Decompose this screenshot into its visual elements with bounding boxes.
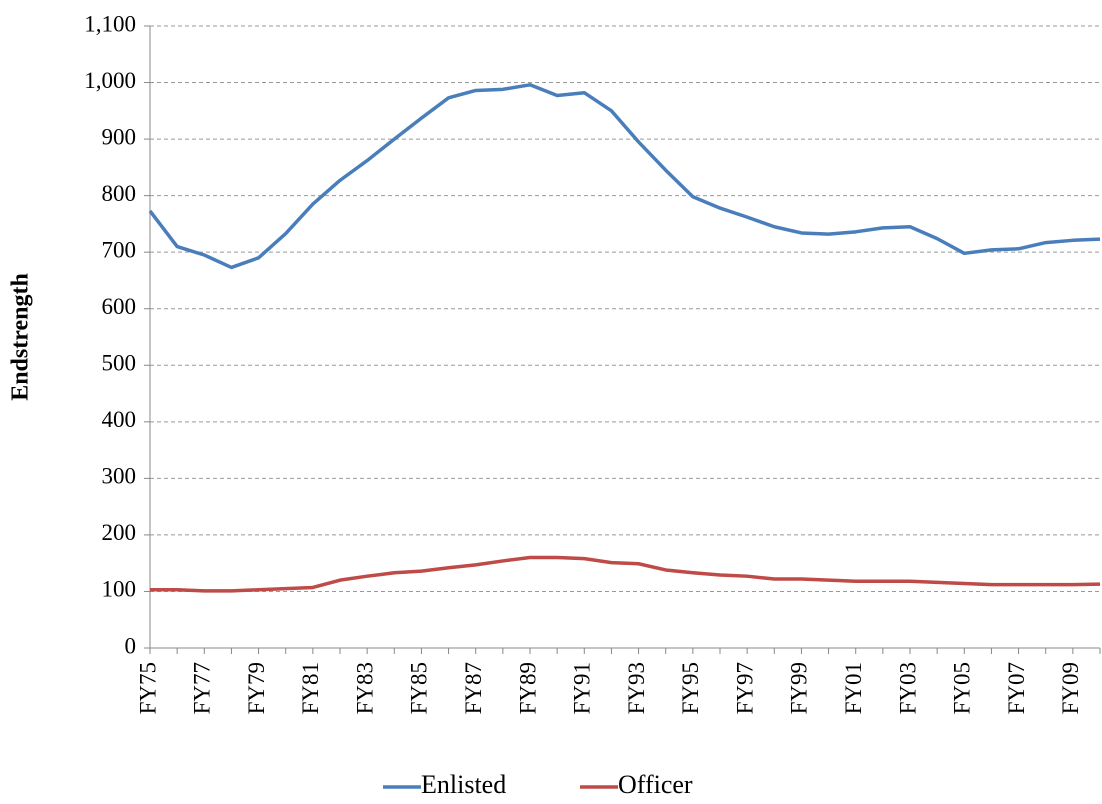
x-tick-label: FY77 [190,662,215,714]
x-tick-label: FY01 [841,662,866,714]
x-tick-label: FY79 [244,662,269,714]
y-tick-label: 200 [102,520,137,545]
y-axis-title: Endstrength [8,273,34,401]
y-tick-label: 900 [102,124,137,149]
x-tick-label: FY83 [352,662,377,714]
x-tick-label: FY75 [135,662,160,714]
x-tick-label: FY87 [461,662,486,714]
y-tick-label: 1,100 [84,11,136,36]
x-tick-label: FY91 [570,662,595,714]
x-tick-label: FY03 [895,662,920,714]
x-tick-label: FY09 [1058,662,1083,714]
y-tick-label: 300 [102,464,137,489]
y-tick-label: 700 [102,237,137,262]
legend-label: Enlisted [421,770,506,799]
x-tick-label: FY85 [407,662,432,714]
x-tick-label: FY89 [515,662,540,714]
x-tick-label: FY97 [732,662,757,714]
y-tick-label: 1,000 [84,68,136,93]
y-tick-label: 500 [102,351,137,376]
y-tick-label: 400 [102,407,137,432]
y-tick-label: 600 [102,294,137,319]
y-tick-label: 100 [102,577,137,602]
x-tick-label: FY07 [1004,662,1029,714]
line-series [148,83,1101,270]
x-tick-label: FY93 [624,662,649,714]
legend-label: Officer [618,770,693,799]
y-tick-label: 800 [102,181,137,206]
x-tick-label: FY81 [298,662,323,714]
x-tick-label: FY99 [787,662,812,714]
x-tick-label: FY95 [678,662,703,714]
line-series [150,555,1101,593]
y-tick-label: 0 [125,633,137,658]
x-tick-label: FY05 [950,662,975,714]
